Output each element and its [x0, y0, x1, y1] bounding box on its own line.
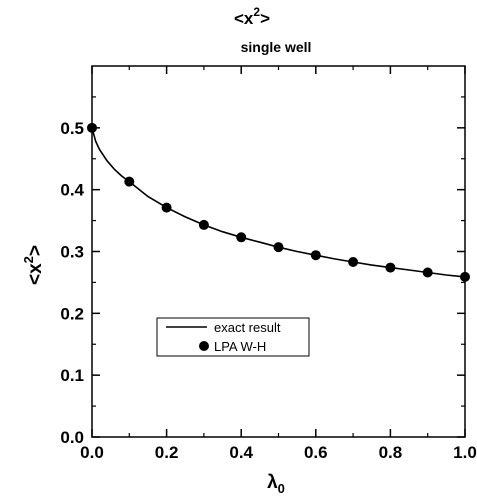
data-point [273, 242, 284, 253]
data-point [422, 267, 433, 278]
y-tick-label: 0.4 [60, 181, 84, 200]
y-tick-labels: 0.0 0.1 0.2 0.3 0.4 0.5 [60, 119, 84, 447]
x-axis-label: λ0 [267, 472, 285, 496]
y-tick-label: 0.2 [60, 304, 84, 323]
series-lpa-wh-markers [87, 122, 470, 282]
axis-ticks [91, 66, 466, 438]
x-tick-label: 0.8 [379, 443, 403, 462]
data-point [124, 176, 135, 187]
y-tick-label: 0.1 [60, 366, 84, 385]
legend-label-exact-result: exact result [214, 320, 281, 335]
y-axis-label: <x2> [21, 245, 46, 285]
series-exact-result-line [91, 127, 466, 278]
data-point [385, 262, 396, 273]
data-point [310, 250, 321, 261]
chart-title-superscript: 2 [253, 5, 260, 19]
data-point [87, 122, 97, 133]
data-point [198, 219, 209, 230]
y-tick-label: 0.5 [60, 119, 84, 138]
legend-label-lpa-wh: LPA W-H [214, 339, 266, 354]
chart-title: <x2> [234, 5, 270, 28]
chart-subtitle: single well [241, 39, 312, 55]
y-tick-label: 0.3 [60, 243, 84, 262]
legend-box [156, 317, 310, 357]
y-tick-label: 0.0 [60, 428, 84, 447]
x-axis-label-subscript: 0 [278, 481, 285, 496]
x-tick-label: 1.0 [453, 443, 477, 462]
data-point [236, 232, 247, 243]
x-tick-label: 0.2 [155, 443, 179, 462]
legend-marker-swatch [199, 341, 209, 351]
x-tick-label: 0.4 [229, 443, 253, 462]
data-point [348, 257, 359, 268]
x-tick-labels: 0.0 0.2 0.4 0.6 0.8 1.0 [80, 443, 477, 462]
y-axis-label-superscript: 2 [21, 256, 36, 263]
x-tick-label: 0.0 [80, 443, 104, 462]
data-point [161, 202, 172, 213]
data-point [460, 271, 470, 282]
legend: exact result LPA W-H [156, 317, 310, 357]
x-tick-label: 0.6 [304, 443, 328, 462]
